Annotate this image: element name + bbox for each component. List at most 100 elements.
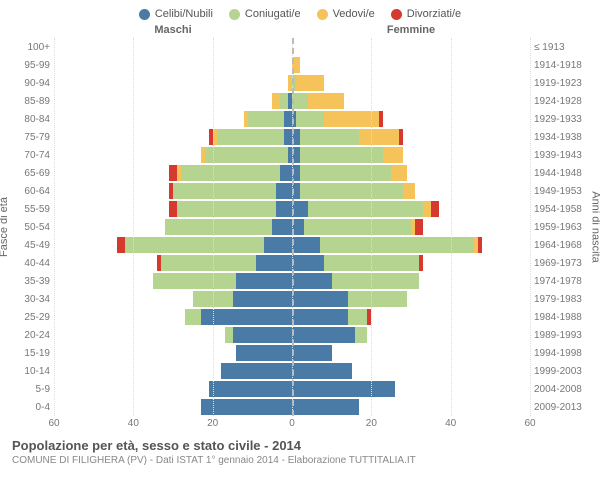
birth-year-label: 1944-1948	[530, 168, 588, 179]
male-bar	[54, 381, 292, 397]
bar-pair	[54, 381, 530, 397]
bar-pair	[54, 39, 530, 55]
legend-item: Divorziati/e	[391, 8, 461, 20]
bar-pair	[54, 291, 530, 307]
legend-label: Vedovi/e	[333, 8, 375, 20]
bar-segment	[292, 129, 300, 145]
bar-segment	[280, 165, 292, 181]
birth-year-label: 1984-1988	[530, 312, 588, 323]
age-row: 30-34 1979-1983	[12, 290, 588, 308]
bar-segment	[292, 147, 300, 163]
bar-segment	[233, 291, 293, 307]
legend-swatch	[391, 9, 402, 20]
age-label: 100+	[12, 42, 54, 53]
female-bar	[292, 309, 530, 325]
female-bar	[292, 345, 530, 361]
bar-segment	[292, 255, 324, 271]
male-bar	[54, 201, 292, 217]
female-bar	[292, 363, 530, 379]
bar-segment	[419, 255, 423, 271]
male-bar	[54, 183, 292, 199]
bar-segment	[225, 327, 233, 343]
x-tick-label: 0	[289, 418, 295, 429]
male-bar	[54, 147, 292, 163]
female-bar	[292, 129, 530, 145]
bar-segment	[280, 93, 288, 109]
bar-segment	[272, 93, 280, 109]
bar-segment	[383, 147, 403, 163]
bar-segment	[292, 183, 300, 199]
bar-segment	[304, 219, 411, 235]
x-ticks: 6040200204060	[54, 418, 530, 432]
age-label: 35-39	[12, 276, 54, 287]
bar-segment	[300, 129, 360, 145]
female-bar	[292, 201, 530, 217]
birth-year-label: 1914-1918	[530, 60, 588, 71]
birth-year-label: 1964-1968	[530, 240, 588, 251]
female-bar	[292, 93, 530, 109]
x-tick-label: 20	[366, 418, 377, 429]
bar-segment	[272, 219, 292, 235]
birth-year-label: 2009-2013	[530, 402, 588, 413]
bar-segment	[379, 111, 383, 127]
bar-segment	[292, 327, 355, 343]
male-bar	[54, 291, 292, 307]
bar-segment	[296, 111, 324, 127]
female-bar	[292, 399, 530, 415]
bar-segment	[165, 219, 272, 235]
age-label: 30-34	[12, 294, 54, 305]
age-label: 0-4	[12, 402, 54, 413]
bar-pair	[54, 129, 530, 145]
bar-segment	[292, 291, 348, 307]
age-row: 100+≤ 1913	[12, 38, 588, 56]
bar-segment	[391, 165, 407, 181]
bar-segment	[320, 237, 475, 253]
male-bar	[54, 93, 292, 109]
bar-segment	[292, 363, 352, 379]
bar-segment	[217, 129, 284, 145]
bar-segment	[300, 147, 383, 163]
bar-segment	[256, 255, 292, 271]
age-row: 40-441969-1973	[12, 254, 588, 272]
age-row: 50-541959-1963	[12, 218, 588, 236]
female-bar	[292, 219, 530, 235]
female-bar	[292, 147, 530, 163]
birth-year-label: 1969-1973	[530, 258, 588, 269]
bar-segment	[423, 201, 431, 217]
age-row: 75-791934-1938	[12, 128, 588, 146]
legend-swatch	[229, 9, 240, 20]
age-row: 10-141999-2003	[12, 362, 588, 380]
birth-year-label: 1994-1998	[530, 348, 588, 359]
birth-year-label: 1979-1983	[530, 294, 588, 305]
birth-year-label: 1954-1958	[530, 204, 588, 215]
female-bar	[292, 327, 530, 343]
bar-segment	[173, 183, 276, 199]
age-label: 95-99	[12, 60, 54, 71]
birth-year-label: 1929-1933	[530, 114, 588, 125]
age-row: 35-391974-1978	[12, 272, 588, 290]
chart-rows: 100+≤ 191395-991914-191890-941919-192385…	[12, 38, 588, 416]
bar-segment	[296, 75, 324, 91]
bar-pair	[54, 273, 530, 289]
bar-pair	[54, 327, 530, 343]
bar-segment	[292, 57, 300, 73]
x-axis: 6040200204060	[12, 418, 588, 432]
bar-segment	[292, 381, 395, 397]
legend-label: Celibi/Nubili	[155, 8, 213, 20]
bar-segment	[161, 255, 256, 271]
bar-pair	[54, 219, 530, 235]
birth-year-label: 1924-1928	[530, 96, 588, 107]
bar-segment	[292, 309, 348, 325]
male-bar	[54, 129, 292, 145]
pyramid-chart: Celibi/Nubili Coniugati/e Vedovi/e Divorzia…	[0, 0, 600, 500]
age-label: 75-79	[12, 132, 54, 143]
legend-label: Coniugati/e	[245, 8, 301, 20]
bar-segment	[169, 201, 177, 217]
male-bar	[54, 111, 292, 127]
bar-pair	[54, 399, 530, 415]
age-label: 5-9	[12, 384, 54, 395]
age-label: 80-84	[12, 114, 54, 125]
bar-pair	[54, 165, 530, 181]
birth-year-label: 1949-1953	[530, 186, 588, 197]
column-headers: Maschi Femmine	[12, 24, 588, 36]
